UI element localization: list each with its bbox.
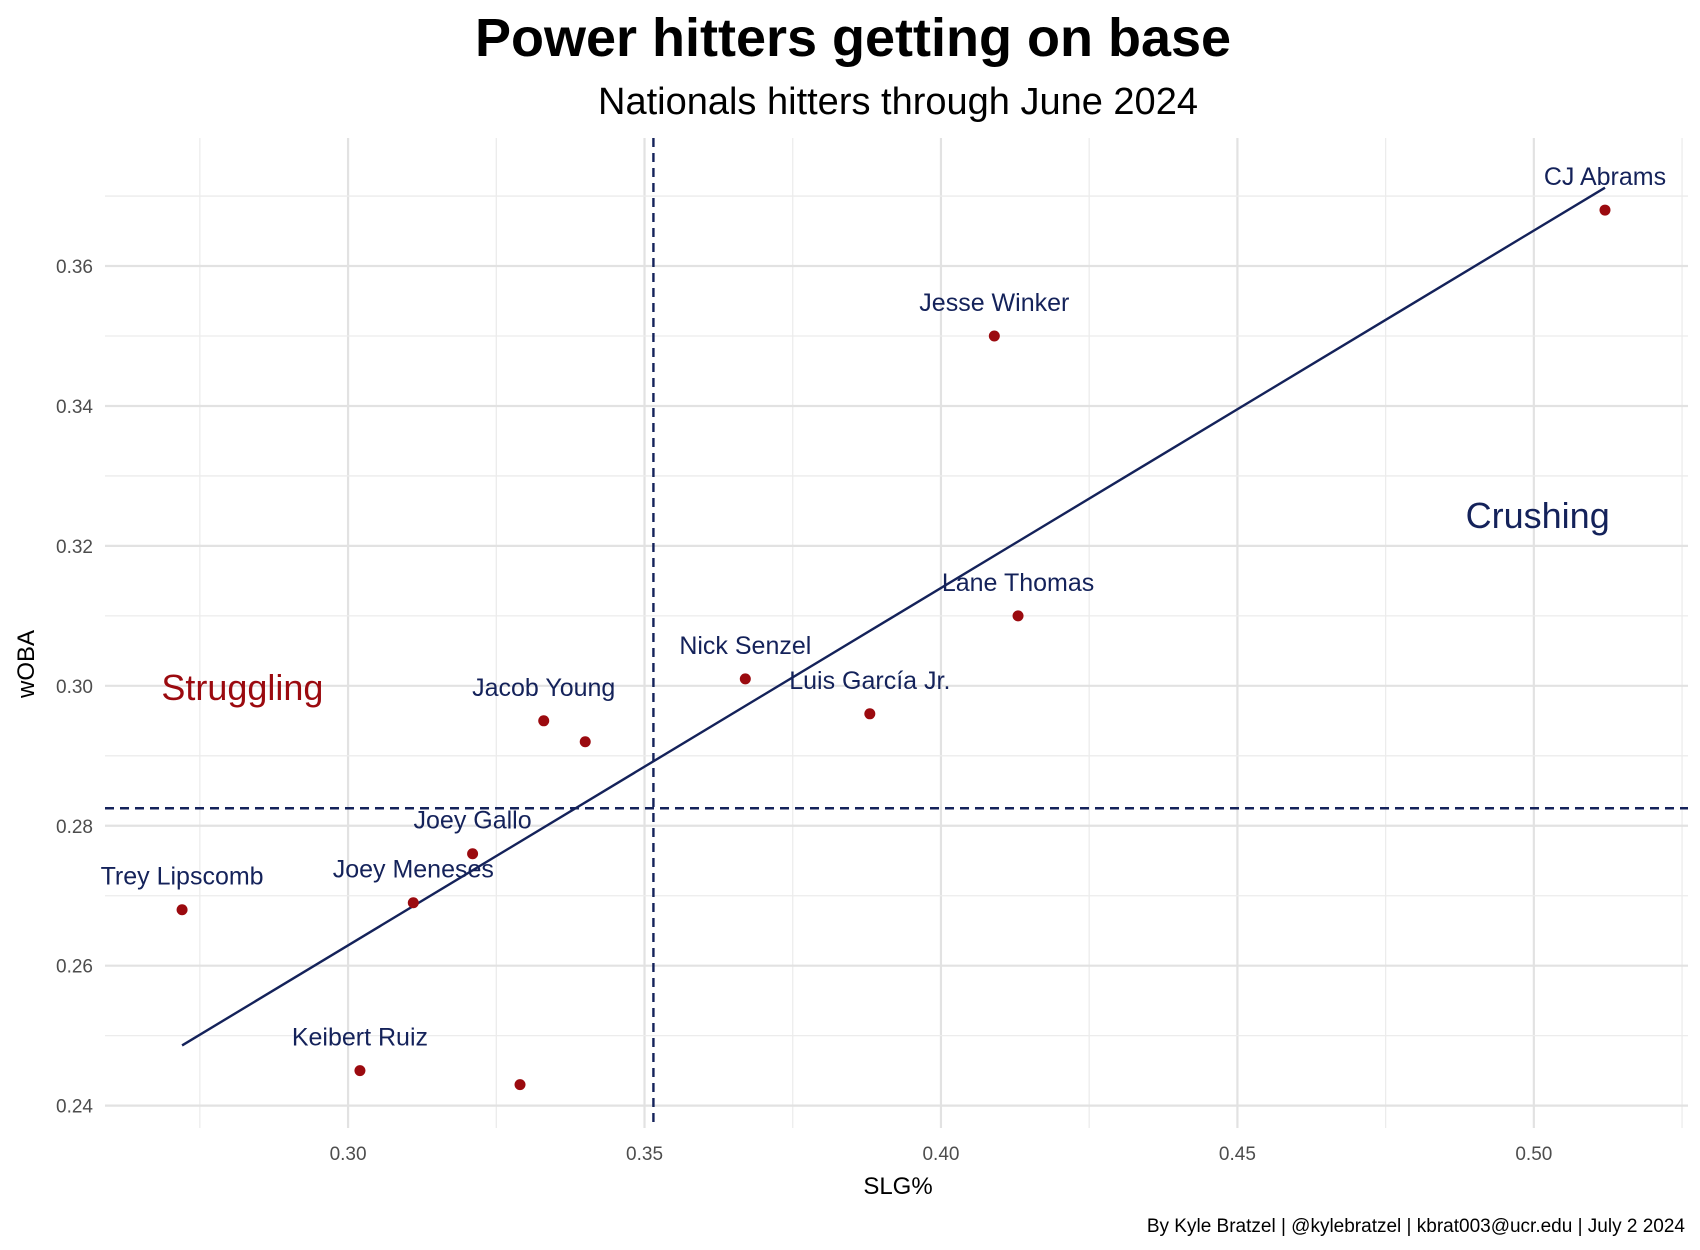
point-label: Luis García Jr. — [789, 667, 950, 695]
x-axis-title: SLG% — [863, 1173, 932, 1200]
y-tick-label: 0.30 — [56, 677, 93, 698]
y-tick-label: 0.26 — [56, 957, 93, 978]
x-tick-label: 0.50 — [1515, 1144, 1552, 1165]
reference-lines — [105, 138, 1688, 1128]
trend-line-group — [181, 186, 1606, 1047]
point-label: Lane Thomas — [942, 569, 1094, 597]
grid-lines — [105, 138, 1688, 1128]
data-point — [538, 715, 550, 727]
data-point — [579, 736, 591, 748]
data-point — [514, 1079, 526, 1091]
x-tick-label: 0.30 — [330, 1144, 367, 1165]
data-point — [354, 1065, 366, 1077]
quadrant-label: Struggling — [161, 667, 323, 708]
data-point — [864, 708, 876, 720]
point-label: Keibert Ruiz — [292, 1024, 428, 1052]
point-label: Joey Gallo — [414, 807, 532, 835]
data-point — [176, 904, 188, 916]
point-label: Trey Lipscomb — [101, 863, 264, 891]
x-tick-label: 0.40 — [922, 1144, 959, 1165]
y-axis-title: wOBA — [13, 630, 40, 699]
point-labels: CJ Abrams Jesse Winker Lane Thomas Nick Sen… — [101, 163, 1667, 1052]
trend-line — [181, 186, 1606, 1047]
chart-subtitle: Nationals hitters through June 2024 — [598, 81, 1198, 123]
chart-title: Power hitters getting on base — [475, 8, 1231, 68]
chart-caption: By Kyle Bratzel | @kylebratzel | kbrat00… — [1147, 1216, 1686, 1237]
data-point — [467, 848, 479, 860]
data-point — [1599, 204, 1611, 216]
point-label: Nick Senzel — [679, 632, 811, 660]
quadrant-label: Crushing — [1466, 495, 1610, 536]
x-tick-label: 0.35 — [626, 1144, 663, 1165]
y-tick-label: 0.34 — [56, 397, 93, 418]
point-label: Jacob Young — [472, 674, 615, 702]
data-point — [1012, 610, 1024, 622]
y-tick-label: 0.32 — [56, 537, 93, 558]
quadrant-annotations: Struggling Crushing — [161, 495, 1609, 708]
y-tick-label: 0.24 — [56, 1097, 93, 1118]
axis-ticks: 0.30 0.35 0.40 0.45 0.50 0.24 0.26 0.28 0.30 0.32… — [56, 257, 1552, 1165]
y-tick-label: 0.28 — [56, 817, 93, 838]
data-point — [407, 897, 419, 909]
point-label: Joey Meneses — [333, 856, 494, 884]
data-points — [176, 204, 1611, 1091]
data-point — [739, 673, 751, 685]
y-tick-label: 0.36 — [56, 257, 93, 278]
data-point — [988, 330, 1000, 342]
x-tick-label: 0.45 — [1219, 1144, 1256, 1165]
point-label: Jesse Winker — [919, 289, 1069, 317]
point-label: CJ Abrams — [1544, 163, 1666, 191]
